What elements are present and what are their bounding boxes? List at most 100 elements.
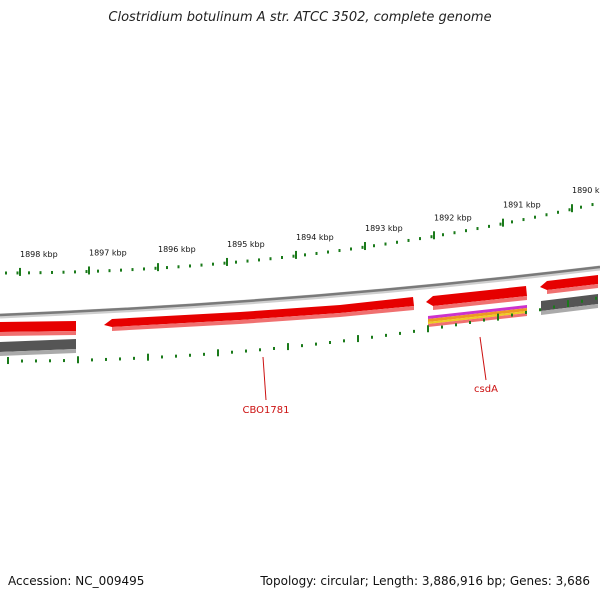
inner-minor-tick (259, 348, 261, 352)
minor-tick (419, 237, 421, 241)
genome-summary-text: Topology: circular; Length: 3,886,916 bp… (260, 574, 590, 588)
minor-tick (177, 265, 180, 269)
inner-minor-tick (231, 350, 233, 354)
gene-feature-csda[interactable] (426, 286, 527, 310)
tick-label: 1892 kbp (434, 213, 472, 222)
major-tick (88, 266, 90, 275)
inner-minor-tick (105, 357, 107, 361)
minor-tick (235, 260, 237, 264)
inner-minor-tick (399, 331, 401, 335)
minor-tick (85, 270, 88, 274)
cbo1781-leader-line (262, 356, 267, 401)
inner-minor-tick (189, 353, 191, 357)
csda-leader-line (479, 336, 487, 381)
minor-tick (545, 213, 548, 217)
minor-tick (511, 220, 513, 224)
gray-feature-right[interactable] (541, 294, 598, 315)
minor-tick (384, 242, 387, 246)
minor-tick (350, 247, 352, 251)
major-tick (364, 242, 366, 251)
gene-label-cbo1781[interactable]: CBO1781 (243, 405, 290, 416)
inner-minor-tick (203, 352, 205, 356)
inner-minor-tick (595, 296, 597, 300)
major-tick (502, 218, 504, 227)
major-tick (295, 250, 297, 259)
inner-minor-tick (455, 323, 457, 327)
minor-tick (258, 258, 260, 262)
gene-label-csda[interactable]: csdA (474, 384, 498, 395)
minor-tick (200, 263, 203, 267)
major-tick (433, 231, 435, 240)
minor-tick (315, 251, 318, 255)
minor-tick (143, 267, 145, 271)
inner-major-tick (497, 313, 499, 321)
inner-minor-tick (245, 349, 247, 353)
tick-label: 1897 kbp (89, 248, 127, 257)
inner-major-tick (427, 325, 429, 333)
inner-major-tick (567, 300, 569, 308)
inner-minor-tick (35, 359, 37, 363)
minor-tick (16, 271, 19, 275)
major-tick (226, 257, 228, 266)
minor-tick (120, 268, 122, 272)
minor-tick (304, 253, 306, 257)
tick-label: 1895 kbp (227, 240, 265, 249)
inner-minor-tick (539, 308, 541, 312)
gene-feature-cbo1781[interactable] (104, 297, 414, 331)
inner-minor-tick (413, 329, 415, 333)
major-tick (571, 204, 573, 213)
backbone-arc-line (0, 265, 600, 317)
tick-label: 1893 kbp (365, 224, 403, 233)
minor-tick (488, 224, 490, 228)
inner-minor-tick (119, 357, 121, 361)
inner-minor-tick (469, 320, 471, 324)
minor-tick (338, 249, 341, 253)
inner-minor-tick (525, 310, 527, 314)
minor-tick (97, 269, 99, 273)
inner-minor-tick (301, 344, 303, 348)
minor-tick (373, 244, 375, 248)
minor-tick (522, 218, 525, 222)
minor-tick (396, 240, 398, 244)
inner-minor-tick (273, 346, 275, 350)
tick-labels: 1898 kbp 1897 kbp 1896 kbp 1895 kbp 1894 kbp… (20, 186, 600, 259)
inner-minor-tick (511, 313, 513, 317)
minor-tick (534, 215, 536, 219)
tick-label: 1898 kbp (20, 250, 58, 259)
inner-minor-tick (581, 299, 583, 303)
minor-tick (361, 245, 364, 249)
minor-tick (74, 270, 76, 274)
inner-minor-tick (133, 356, 135, 360)
gray-feature-left[interactable] (0, 339, 76, 356)
inner-minor-tick (329, 341, 331, 345)
major-tick (19, 267, 21, 276)
inner-minor-tick (343, 339, 345, 343)
gene-feature-right[interactable] (540, 275, 598, 294)
map-title: Clostridium botulinum A str. ATCC 3502, … (108, 10, 492, 25)
minor-tick (407, 238, 410, 242)
tick-label: 1891 kbp (503, 201, 541, 210)
minor-tick (476, 227, 479, 231)
accession-text: Accession: NC_009495 (8, 574, 145, 588)
inner-minor-tick (63, 359, 65, 363)
inner-minor-tick (21, 359, 23, 363)
minor-tick (327, 250, 329, 254)
gene-feature-left[interactable] (0, 321, 76, 336)
inner-minor-tick (385, 333, 387, 337)
minor-tick (442, 233, 444, 237)
minor-tick (580, 205, 582, 209)
minor-tick (189, 264, 191, 268)
minor-tick (166, 266, 168, 270)
gene-feature-csda-annotation[interactable] (428, 305, 527, 327)
minor-tick (430, 235, 433, 239)
minor-tick (39, 271, 42, 275)
minor-tick (223, 261, 226, 265)
inner-minor-tick (483, 318, 485, 322)
inner-major-tick (217, 349, 219, 357)
minor-tick (281, 255, 283, 259)
inner-major-tick (357, 335, 359, 343)
minor-tick (465, 229, 467, 233)
inner-major-tick (147, 353, 149, 361)
minor-tick (28, 271, 30, 275)
